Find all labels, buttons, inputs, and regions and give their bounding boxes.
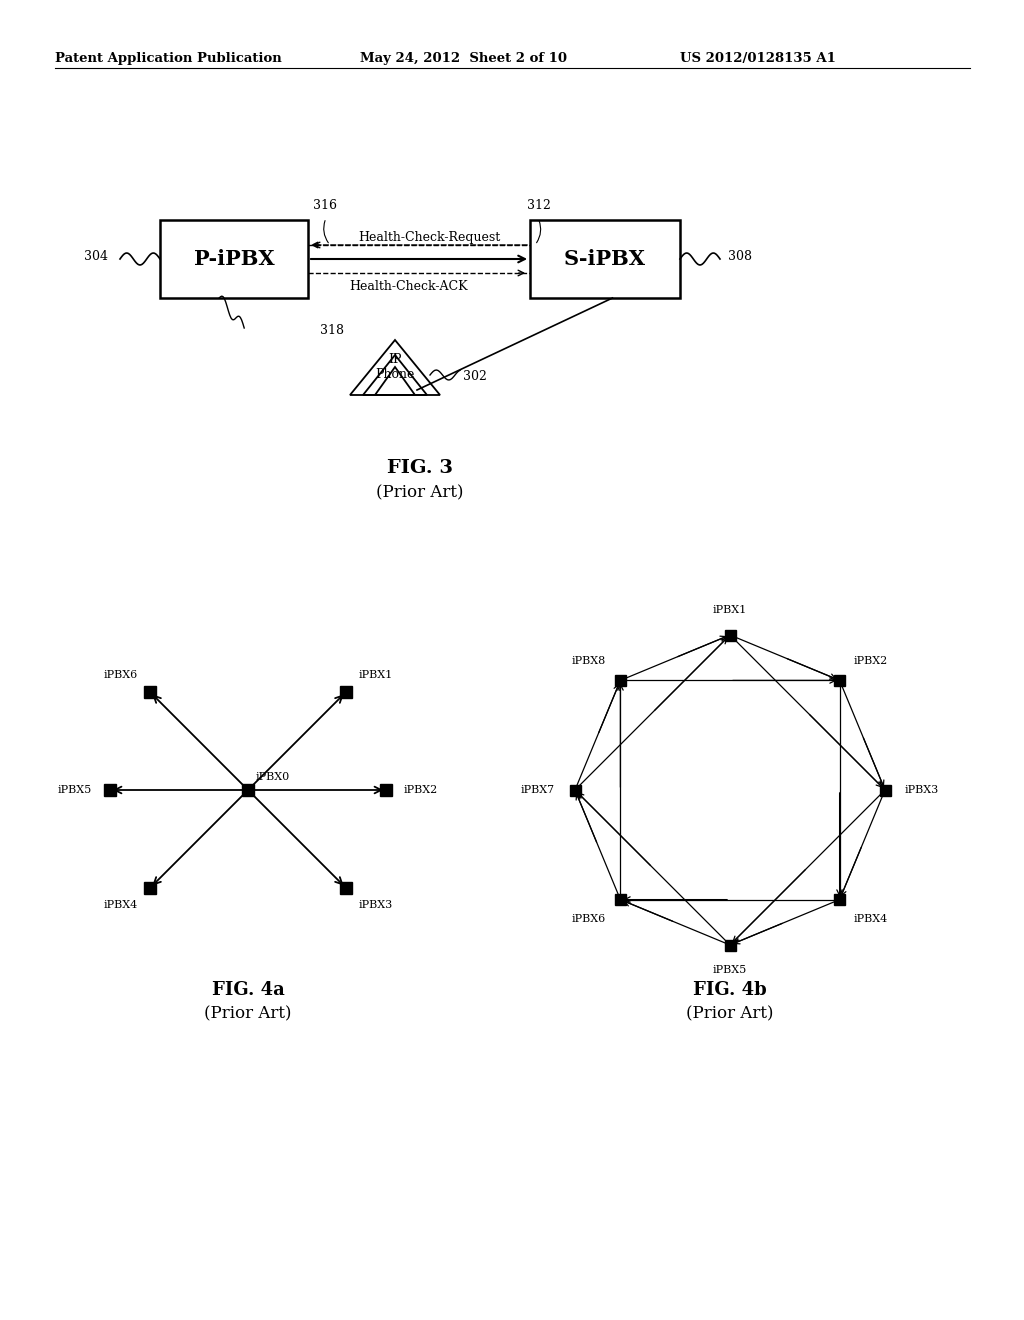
Bar [340, 882, 351, 894]
Text: IP
Phone: IP Phone [376, 352, 415, 381]
Bar [880, 784, 891, 796]
Bar [160, 220, 308, 298]
Text: (Prior Art): (Prior Art) [686, 1006, 774, 1023]
Text: (Prior Art): (Prior Art) [376, 484, 464, 502]
Text: iPBX7: iPBX7 [521, 785, 555, 795]
Text: US 2012/0128135 A1: US 2012/0128135 A1 [680, 51, 836, 65]
Bar [835, 894, 845, 906]
Text: Health-Check-Request: Health-Check-Request [357, 231, 500, 243]
Text: FIG. 4a: FIG. 4a [212, 981, 285, 999]
Bar [144, 882, 157, 894]
Text: Health-Check-ACK: Health-Check-ACK [349, 280, 468, 293]
Text: 302: 302 [463, 370, 486, 383]
Text: iPBX5: iPBX5 [57, 785, 92, 795]
Bar [530, 220, 680, 298]
Text: iPBX2: iPBX2 [404, 785, 438, 795]
Text: iPBX1: iPBX1 [713, 605, 748, 615]
Text: 312: 312 [527, 199, 551, 213]
Bar [835, 675, 845, 686]
Text: FIG. 3: FIG. 3 [387, 459, 453, 477]
Text: iPBX2: iPBX2 [854, 656, 888, 667]
Bar [725, 630, 735, 640]
Bar [144, 686, 157, 698]
Text: iPBX4: iPBX4 [854, 913, 888, 924]
Bar [104, 784, 116, 796]
Bar [614, 894, 626, 906]
Text: iPBX1: iPBX1 [358, 669, 392, 680]
Text: iPBX3: iPBX3 [905, 785, 939, 795]
Text: FIG. 4b: FIG. 4b [693, 981, 767, 999]
Text: 304: 304 [84, 251, 108, 264]
Text: 318: 318 [319, 323, 344, 337]
Text: 316: 316 [313, 199, 337, 213]
Text: May 24, 2012  Sheet 2 of 10: May 24, 2012 Sheet 2 of 10 [360, 51, 567, 65]
Text: iPBX6: iPBX6 [103, 669, 137, 680]
Text: Patent Application Publication: Patent Application Publication [55, 51, 282, 65]
Bar [340, 686, 351, 698]
Text: 308: 308 [728, 251, 752, 264]
Text: iPBX3: iPBX3 [358, 900, 392, 911]
Bar [242, 784, 254, 796]
Bar [614, 675, 626, 686]
Text: iPBX0: iPBX0 [256, 772, 290, 781]
Text: iPBX4: iPBX4 [103, 900, 137, 911]
Text: iPBX6: iPBX6 [572, 913, 606, 924]
Bar [380, 784, 392, 796]
Text: (Prior Art): (Prior Art) [204, 1006, 292, 1023]
Bar [725, 940, 735, 950]
Text: iPBX8: iPBX8 [572, 656, 606, 667]
Text: iPBX5: iPBX5 [713, 965, 748, 975]
Bar [569, 784, 581, 796]
Text: S-iPBX: S-iPBX [564, 249, 646, 269]
Text: P-iPBX: P-iPBX [194, 249, 274, 269]
